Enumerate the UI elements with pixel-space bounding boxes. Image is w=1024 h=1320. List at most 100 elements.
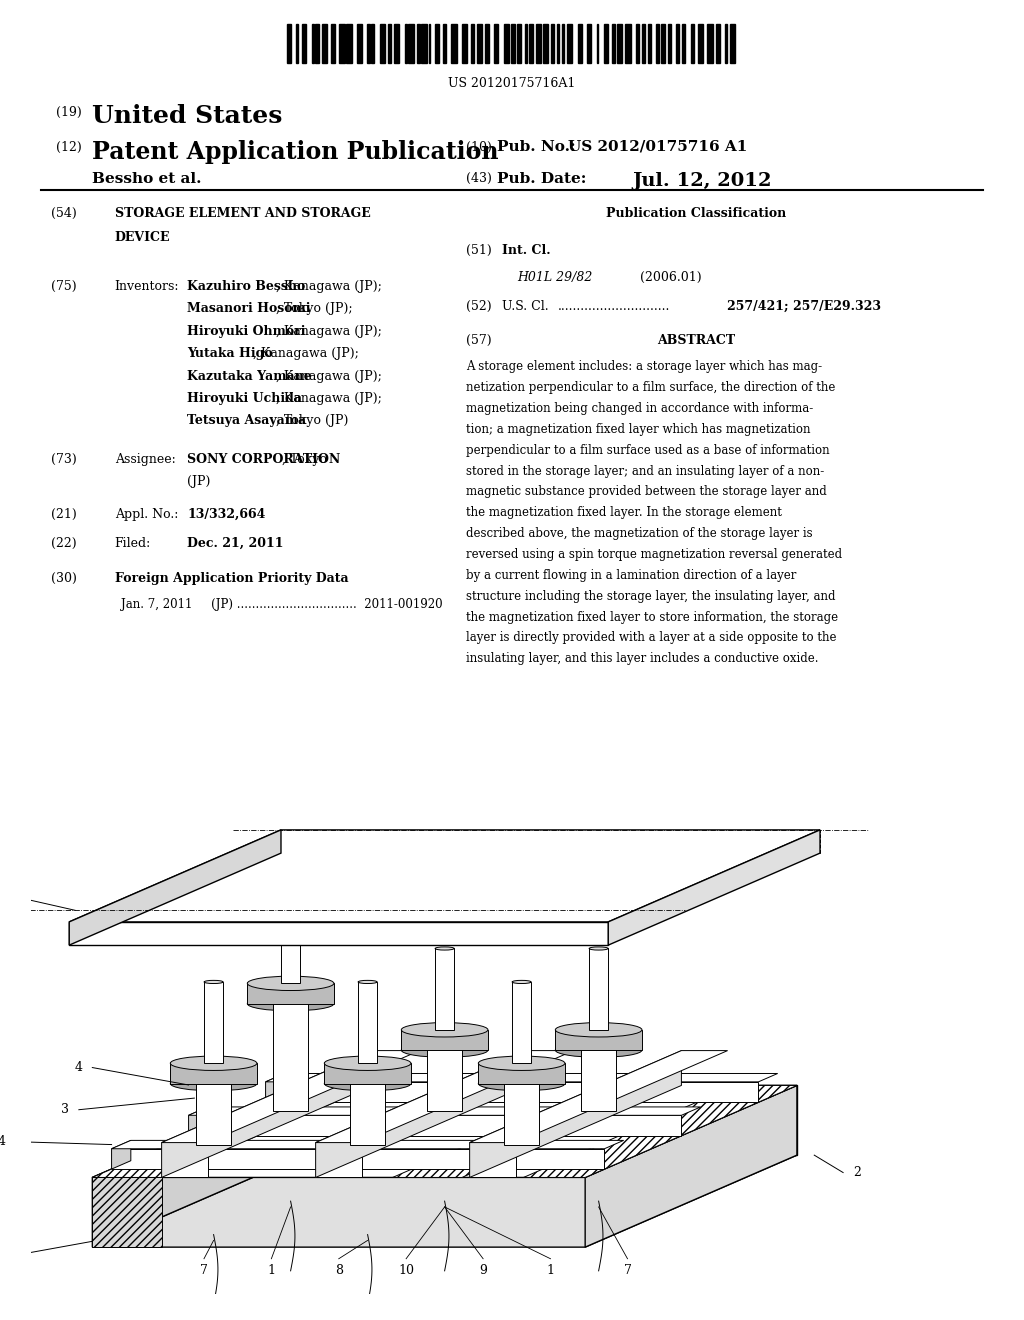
Bar	[331, 24, 335, 63]
Text: reversed using a spin torque magnetization reversal generated: reversed using a spin torque magnetizati…	[466, 548, 842, 561]
Text: U.S. Cl.: U.S. Cl.	[502, 300, 549, 313]
Text: Publication Classification: Publication Classification	[606, 207, 786, 220]
Polygon shape	[92, 1155, 797, 1247]
Polygon shape	[112, 1140, 131, 1170]
Polygon shape	[504, 1063, 539, 1144]
Polygon shape	[350, 1063, 385, 1144]
Bar	[642, 24, 645, 63]
Polygon shape	[401, 1030, 488, 1051]
Bar	[315, 24, 319, 63]
Polygon shape	[92, 1085, 304, 1247]
Text: , Kanagawa (JP);: , Kanagawa (JP);	[253, 347, 358, 360]
Bar	[462, 24, 467, 63]
Bar	[452, 24, 457, 63]
Bar	[477, 24, 481, 63]
Ellipse shape	[170, 1076, 257, 1090]
Text: 3: 3	[61, 1104, 70, 1117]
Ellipse shape	[401, 1043, 488, 1057]
Text: (30): (30)	[51, 572, 77, 585]
Polygon shape	[188, 1107, 208, 1135]
Text: Yutaka Higo: Yutaka Higo	[187, 347, 273, 360]
Bar	[372, 24, 375, 63]
Text: 7: 7	[200, 1263, 208, 1276]
Bar	[716, 24, 720, 63]
Text: structure including the storage layer, the insulating layer, and: structure including the storage layer, t…	[466, 590, 836, 603]
Bar	[662, 24, 666, 63]
Bar	[567, 24, 572, 63]
Ellipse shape	[555, 1043, 642, 1057]
Ellipse shape	[170, 1056, 257, 1071]
Text: perpendicular to a film surface used as a base of information: perpendicular to a film surface used as …	[466, 444, 829, 457]
Text: (22): (22)	[51, 537, 77, 550]
Text: Pub. No.:: Pub. No.:	[497, 140, 575, 154]
Text: Jul. 12, 2012: Jul. 12, 2012	[633, 172, 772, 190]
Text: United States: United States	[92, 104, 283, 128]
Text: described above, the magnetization of the storage layer is: described above, the magnetization of th…	[466, 527, 813, 540]
Polygon shape	[188, 1115, 681, 1135]
Bar	[339, 24, 344, 63]
Text: Filed:: Filed:	[115, 537, 151, 550]
Bar	[434, 24, 438, 63]
Text: Hiroyuki Uchida: Hiroyuki Uchida	[187, 392, 302, 405]
Text: 257/421; 257/E29.323: 257/421; 257/E29.323	[727, 300, 881, 313]
Text: .............................: .............................	[558, 300, 671, 313]
Bar	[668, 24, 671, 63]
Polygon shape	[265, 1073, 777, 1082]
Text: , Tokyo (JP);: , Tokyo (JP);	[276, 302, 353, 315]
Bar	[551, 24, 554, 63]
Bar	[504, 24, 509, 63]
Ellipse shape	[281, 900, 300, 904]
Polygon shape	[315, 1143, 361, 1177]
Bar	[287, 24, 291, 63]
Text: Inventors:: Inventors:	[115, 280, 179, 293]
Bar	[562, 24, 564, 63]
Polygon shape	[112, 1148, 604, 1170]
Text: Int. Cl.: Int. Cl.	[502, 244, 550, 257]
Polygon shape	[315, 1051, 527, 1177]
Bar	[357, 24, 362, 63]
Text: Jan. 7, 2011     (JP) ................................  2011-001920: Jan. 7, 2011 (JP) ......................…	[121, 598, 442, 611]
Bar	[323, 24, 327, 63]
Polygon shape	[92, 1085, 374, 1177]
Text: Masanori Hosomi: Masanori Hosomi	[187, 302, 311, 315]
Bar	[388, 24, 391, 63]
Text: 4: 4	[0, 1135, 6, 1148]
Polygon shape	[435, 949, 455, 1030]
Text: Tetsuya Asayama: Tetsuya Asayama	[187, 414, 306, 428]
Polygon shape	[197, 1063, 231, 1144]
Bar	[367, 24, 370, 63]
Bar	[612, 24, 615, 63]
Bar	[587, 24, 591, 63]
Ellipse shape	[478, 1076, 565, 1090]
Ellipse shape	[478, 1056, 565, 1071]
Bar	[528, 24, 532, 63]
Bar	[557, 24, 559, 63]
Text: tion; a magnetization fixed layer which has magnetization: tion; a magnetization fixed layer which …	[466, 422, 810, 436]
Polygon shape	[70, 921, 608, 945]
Bar	[691, 24, 694, 63]
Text: H01L 29/82: H01L 29/82	[517, 271, 593, 284]
Polygon shape	[265, 1073, 285, 1102]
Text: Dec. 21, 2011: Dec. 21, 2011	[187, 537, 284, 550]
Polygon shape	[315, 1051, 573, 1143]
Ellipse shape	[204, 981, 223, 983]
Bar	[597, 24, 598, 63]
Polygon shape	[248, 983, 334, 1003]
Text: DEVICE: DEVICE	[115, 231, 170, 244]
Text: (JP): (JP)	[187, 475, 211, 488]
Text: the magnetization fixed layer to store information, the storage: the magnetization fixed layer to store i…	[466, 611, 838, 623]
Polygon shape	[281, 902, 300, 983]
Ellipse shape	[435, 946, 455, 950]
Text: the magnetization fixed layer. In the storage element: the magnetization fixed layer. In the st…	[466, 507, 781, 519]
Text: (57): (57)	[466, 334, 492, 347]
Text: STORAGE ELEMENT AND STORAGE: STORAGE ELEMENT AND STORAGE	[115, 207, 371, 220]
Text: (19): (19)	[56, 106, 82, 119]
Text: 10: 10	[398, 1263, 414, 1276]
Ellipse shape	[248, 977, 334, 990]
Polygon shape	[170, 1063, 257, 1084]
Polygon shape	[265, 1082, 759, 1102]
Ellipse shape	[401, 1023, 488, 1038]
Text: A storage element includes: a storage layer which has mag-: A storage element includes: a storage la…	[466, 360, 822, 374]
Ellipse shape	[325, 1056, 411, 1071]
Text: , Kanagawa (JP);: , Kanagawa (JP);	[276, 325, 382, 338]
